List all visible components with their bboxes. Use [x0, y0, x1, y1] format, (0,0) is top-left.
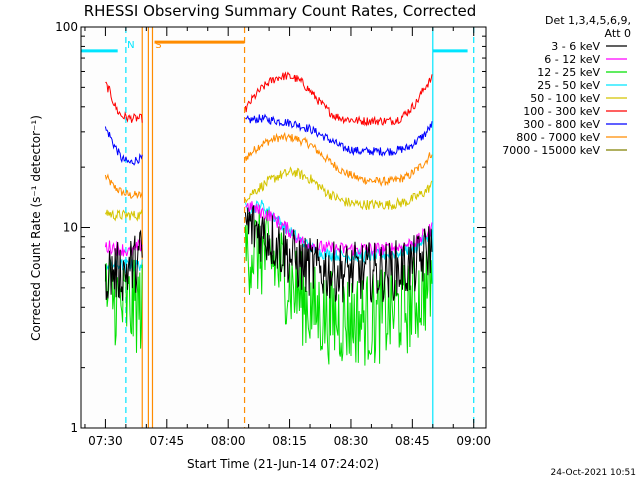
y-axis-ticks: 1 10 100: [55, 20, 486, 435]
series-line: [104, 205, 433, 303]
legend-entry-label: 7000 - 15000 keV: [502, 144, 600, 157]
x-tick-label: 07:30: [88, 434, 123, 448]
chart-title: RHESSI Observing Summary Count Rates, Co…: [84, 2, 477, 20]
x-tick-label: 08:15: [272, 434, 307, 448]
series-line: [104, 131, 433, 200]
series-line: [105, 71, 433, 127]
x-tick-label: 09:00: [456, 434, 491, 448]
y-axis-label: Corrected Count Rate (s⁻¹ detector⁻¹): [29, 115, 43, 341]
legend-entry-label: 6 - 12 keV: [544, 53, 600, 66]
series-line: [104, 166, 433, 222]
y-tick-label: 10: [63, 221, 78, 235]
legend-header: Det 1,3,4,5,6,9,: [545, 14, 631, 27]
timestamp: 24-Oct-2021 10:51: [551, 468, 636, 478]
x-axis-label: Start Time (21-Jun-14 07:24:02): [187, 457, 379, 471]
status-bars: [81, 40, 468, 53]
x-tick-label: 08:30: [334, 434, 369, 448]
legend-entry-label: 800 - 7000 keV: [516, 131, 600, 144]
vertical-lines: [141, 27, 475, 428]
y-tick-label: 1: [70, 421, 78, 435]
legend-entry-label: 50 - 100 keV: [530, 92, 600, 105]
x-tick-label: 08:00: [211, 434, 246, 448]
x-axis-ticks: 07:30 07:45 08:00 08:15 08:30 08:45 09:00: [84, 27, 491, 448]
legend-header: Att 0: [605, 27, 631, 40]
marker-label: S: [155, 40, 161, 51]
legend-entry-label: 12 - 25 keV: [537, 66, 600, 79]
x-tick-label: 08:45: [395, 434, 430, 448]
series-line: [104, 113, 433, 166]
legend-entry-label: 3 - 6 keV: [551, 40, 600, 53]
y-tick-label: 100: [55, 20, 78, 34]
series-group: [104, 71, 433, 366]
legend-entry-label: 300 - 800 keV: [523, 118, 600, 131]
legend-entry-label: 100 - 300 keV: [523, 105, 600, 118]
legend-entry-label: 25 - 50 keV: [537, 79, 600, 92]
x-tick-label: 07:45: [150, 434, 185, 448]
marker-label: N: [127, 40, 134, 51]
series-line: [104, 201, 433, 257]
